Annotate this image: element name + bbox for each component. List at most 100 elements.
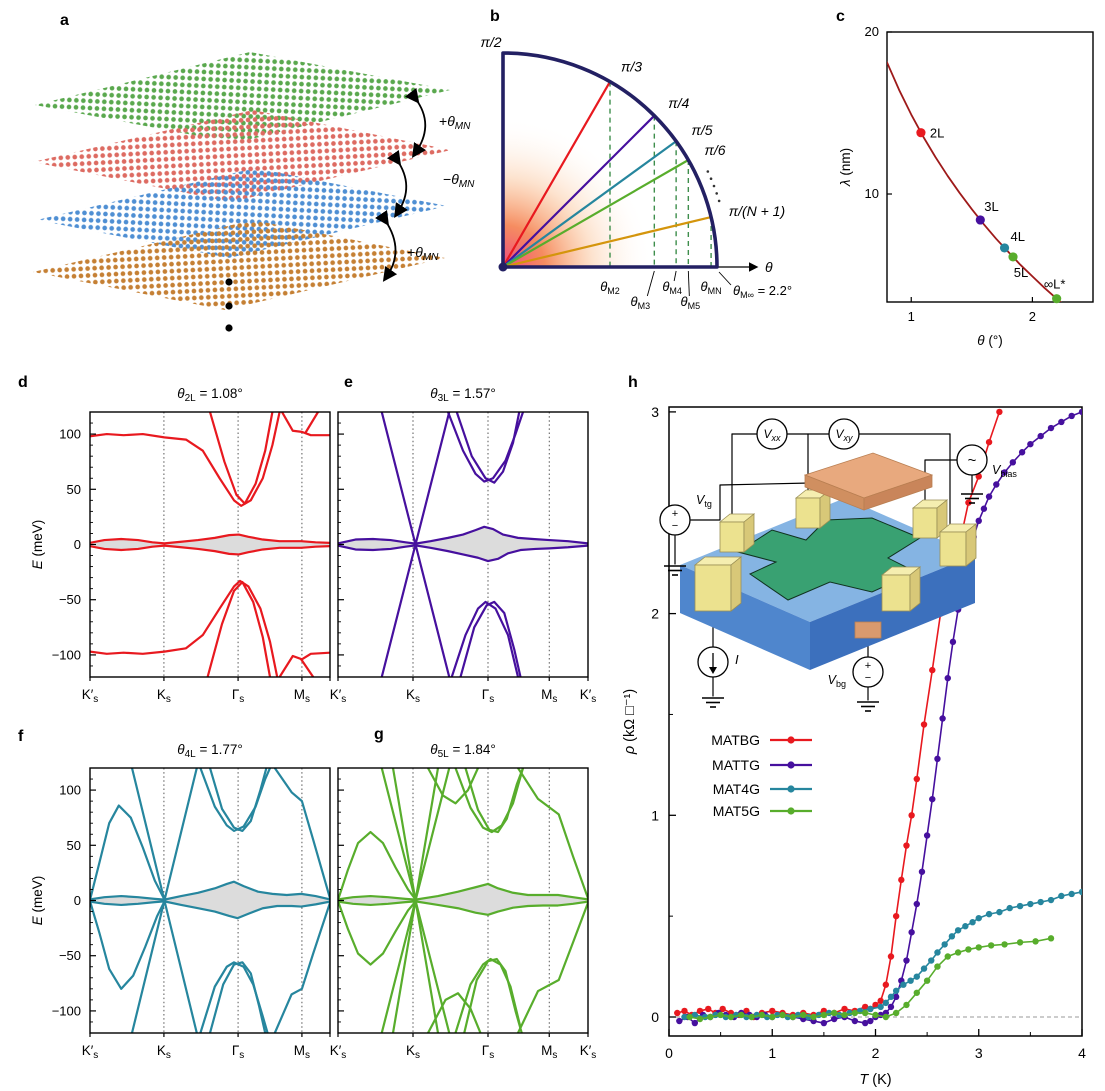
data-point-∞L*: [1052, 294, 1062, 304]
xaxis-label-c: θ (°): [977, 333, 1002, 348]
data-point-4L: [999, 243, 1010, 253]
graphene-layer-3: [37, 168, 447, 258]
marker-MAT5G: [1016, 939, 1024, 946]
xtick-label-Ks: Ks: [406, 1043, 420, 1061]
panel-title-e: θ3L = 1.57°: [430, 386, 496, 404]
vtg-source: [659, 504, 691, 536]
flat-band-fill: [338, 526, 588, 562]
marker-MAT5G: [831, 1009, 838, 1017]
marker-MAT4G: [1006, 904, 1013, 912]
vxy-meter-label: Vxy: [835, 427, 853, 443]
band-curve-2: [380, 412, 451, 677]
marker-MATTG: [1009, 459, 1017, 466]
marker-MAT4G: [1058, 892, 1065, 900]
panel-a-stacked-layers: +θMN −θMN +θMN: [33, 52, 475, 332]
xtick-label-K′s: K′s: [330, 1043, 347, 1061]
xtick-label-Γs: Γs: [482, 687, 494, 705]
xtick-label-h: 0: [665, 1045, 673, 1061]
marker-MAT4G: [975, 914, 982, 922]
quarter-circle: [501, 51, 719, 269]
band-curve-6: [208, 768, 268, 833]
vtg-minus: −: [672, 520, 678, 532]
band-curve-10: [208, 961, 267, 1033]
marker-MATTG: [1078, 408, 1082, 416]
marker-MAT4G: [907, 977, 914, 984]
marker-MAT5G: [975, 944, 982, 951]
radial-line-π/5: [502, 140, 677, 268]
band-curve-5: [199, 768, 272, 833]
marker-MAT4G: [900, 981, 907, 988]
contact-right-side: [965, 523, 977, 567]
panel-d-bandstructure: 100 50 0 −50 −100 E (meV) K′s Ks Γs Ms θ2L = 1.08°: [30, 386, 331, 705]
point-label-4L: 4L: [1011, 229, 1025, 244]
panel-h-resistivity-plot: 0 1 2 3 4 0 1 2 3 T (K) ρ (kΩ □⁻¹) MATBG MATTG MAT4G M…: [622, 404, 1086, 1088]
graphene-layer-1: [35, 52, 450, 143]
marker-MATBG: [913, 775, 920, 783]
band-curve-2: [208, 412, 274, 505]
marker-MATTG: [861, 1019, 869, 1027]
label-connector: [646, 270, 655, 297]
panel-label-b: b: [490, 8, 500, 25]
data-point-3L: [975, 215, 985, 225]
marker-MAT4G: [913, 973, 920, 980]
wire-vtg-gate: [690, 482, 811, 521]
marker-MAT5G: [748, 1013, 755, 1021]
xtick-label-h: 3: [975, 1045, 983, 1061]
contact-left-front-front: [694, 564, 732, 612]
yaxis-label-d: E (meV): [30, 520, 45, 570]
panel-c-wavelength-plot: 1 2 10 20 θ (°) λ (nm) 2L 3L 4L 5L ∞L*: [838, 24, 1094, 348]
marker-MATTG: [913, 900, 920, 908]
vxx-meter: [756, 418, 788, 450]
marker-MATBG: [903, 842, 910, 849]
ytick-label-h: 2: [651, 606, 659, 622]
point-label-5L: 5L: [1014, 265, 1028, 280]
marker-MAT5G: [727, 1013, 735, 1021]
vtg-plus: +: [672, 508, 678, 520]
xtick-label-K′s: K′s: [580, 1043, 597, 1061]
band-curve-7: [454, 768, 525, 834]
ytick-label: −100: [52, 647, 81, 662]
ytick-label: −50: [59, 592, 81, 607]
flat-band-curve: [90, 900, 330, 920]
band-curve-11: [516, 768, 588, 900]
marker-MATBG: [985, 438, 993, 446]
marker-MATTG: [691, 1019, 699, 1027]
marker-MATTG: [1018, 449, 1026, 456]
xaxis-label-h: T (K): [859, 1072, 891, 1088]
marker-MATTG: [949, 638, 957, 646]
panel-title-g: θ5L = 1.84°: [430, 742, 496, 760]
ytick-label: −50: [59, 948, 81, 963]
marker-MATBG: [892, 912, 900, 920]
marker-MATBG: [920, 721, 928, 728]
marker-MAT4G: [882, 999, 890, 1007]
graphene-layer-4: [33, 220, 445, 310]
legend-label-MAT5G: MAT5G: [713, 803, 760, 819]
xtick-label-h: 4: [1078, 1045, 1086, 1061]
marker-MAT4G: [681, 1013, 688, 1021]
marker-MAT5G: [717, 1011, 724, 1019]
marker-MAT4G: [948, 933, 956, 940]
marker-MAT5G: [987, 942, 995, 949]
marker-MATTG: [1037, 432, 1044, 440]
ac-symbol: ~: [968, 452, 977, 469]
flat-band-fill: [90, 534, 330, 555]
substrate-front-right: [810, 555, 975, 670]
current-label: I: [735, 652, 739, 667]
plot-box-c: [886, 31, 1094, 303]
marker-MAT5G: [903, 1001, 910, 1009]
contact-back-left-side: [743, 513, 755, 553]
marker-MATTG: [1058, 418, 1065, 426]
band-curve-6: [459, 600, 522, 677]
marker-MAT4G: [1016, 902, 1024, 910]
xtick-label-Ks: Ks: [157, 1043, 171, 1061]
panel-label-h: h: [628, 374, 638, 391]
marker-MATTG: [929, 795, 936, 803]
band-curve-2: [90, 899, 166, 990]
marker-MATBG: [882, 981, 890, 988]
marker-MAT5G: [1032, 938, 1039, 945]
marker-MAT5G: [954, 949, 962, 956]
dash-label-M5: θM5: [681, 294, 701, 311]
marker-MAT5G: [965, 946, 972, 953]
